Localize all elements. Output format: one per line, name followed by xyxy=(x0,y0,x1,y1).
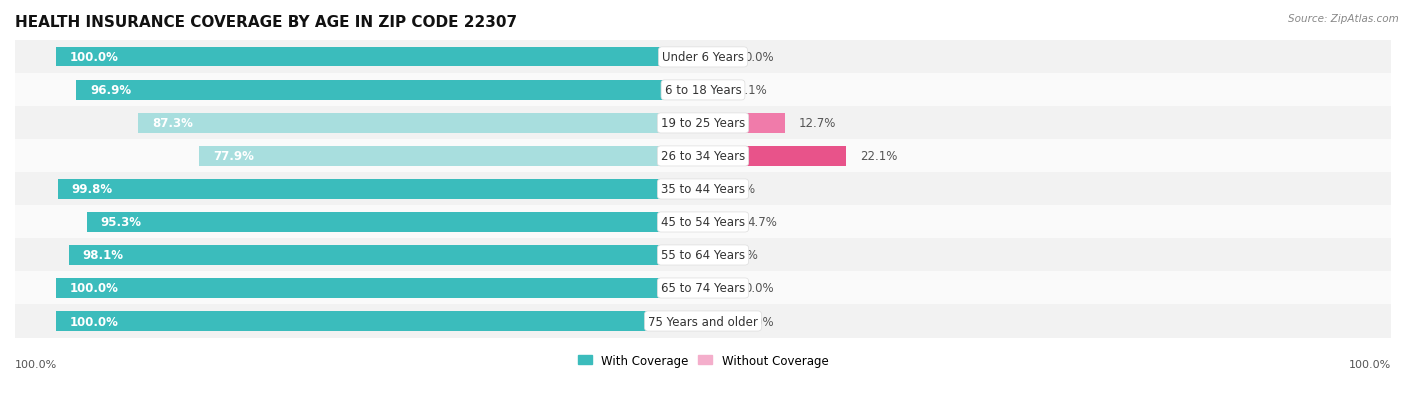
Bar xyxy=(15,206,1391,239)
Bar xyxy=(15,239,1391,272)
Text: 26 to 34 Years: 26 to 34 Years xyxy=(661,150,745,163)
Text: 95.3%: 95.3% xyxy=(100,216,142,229)
Text: 0.0%: 0.0% xyxy=(744,315,773,328)
Bar xyxy=(15,107,1391,140)
Text: 35 to 44 Years: 35 to 44 Years xyxy=(661,183,745,196)
Bar xyxy=(87,213,703,232)
Bar xyxy=(703,246,716,265)
Text: 0.0%: 0.0% xyxy=(744,282,773,295)
Bar xyxy=(200,147,703,166)
Bar xyxy=(15,41,1391,74)
Bar xyxy=(703,81,723,100)
Bar xyxy=(56,279,703,298)
Text: 45 to 54 Years: 45 to 54 Years xyxy=(661,216,745,229)
Bar xyxy=(58,180,703,199)
Text: 100.0%: 100.0% xyxy=(70,51,120,64)
Text: 65 to 74 Years: 65 to 74 Years xyxy=(661,282,745,295)
Text: Source: ZipAtlas.com: Source: ZipAtlas.com xyxy=(1288,14,1399,24)
Bar xyxy=(138,114,703,133)
Text: 0.0%: 0.0% xyxy=(744,51,773,64)
Bar xyxy=(56,48,703,67)
Text: 96.9%: 96.9% xyxy=(90,84,131,97)
Text: 100.0%: 100.0% xyxy=(70,315,120,328)
Bar xyxy=(703,114,785,133)
Bar xyxy=(56,312,703,331)
Text: 55 to 64 Years: 55 to 64 Years xyxy=(661,249,745,262)
Text: 1.9%: 1.9% xyxy=(730,249,759,262)
Legend: With Coverage, Without Coverage: With Coverage, Without Coverage xyxy=(572,349,834,371)
Text: 6 to 18 Years: 6 to 18 Years xyxy=(665,84,741,97)
Text: 99.8%: 99.8% xyxy=(72,183,112,196)
Text: 100.0%: 100.0% xyxy=(70,282,120,295)
Bar xyxy=(703,147,846,166)
Text: HEALTH INSURANCE COVERAGE BY AGE IN ZIP CODE 22307: HEALTH INSURANCE COVERAGE BY AGE IN ZIP … xyxy=(15,15,517,30)
Bar xyxy=(703,213,734,232)
Text: 4.7%: 4.7% xyxy=(747,216,778,229)
Text: 77.9%: 77.9% xyxy=(212,150,254,163)
Text: 100.0%: 100.0% xyxy=(15,359,58,369)
Text: 3.1%: 3.1% xyxy=(737,84,766,97)
Text: 98.1%: 98.1% xyxy=(83,249,124,262)
Bar xyxy=(15,305,1391,338)
Bar xyxy=(15,272,1391,305)
Bar xyxy=(69,246,703,265)
Text: Under 6 Years: Under 6 Years xyxy=(662,51,744,64)
Bar xyxy=(15,74,1391,107)
Text: 75 Years and older: 75 Years and older xyxy=(648,315,758,328)
Bar xyxy=(76,81,703,100)
Text: 22.1%: 22.1% xyxy=(859,150,897,163)
Text: 0.18%: 0.18% xyxy=(718,183,755,196)
Text: 87.3%: 87.3% xyxy=(152,117,193,130)
Text: 100.0%: 100.0% xyxy=(1348,359,1391,369)
Text: 19 to 25 Years: 19 to 25 Years xyxy=(661,117,745,130)
Text: 12.7%: 12.7% xyxy=(799,117,837,130)
Bar xyxy=(15,173,1391,206)
Bar xyxy=(15,140,1391,173)
